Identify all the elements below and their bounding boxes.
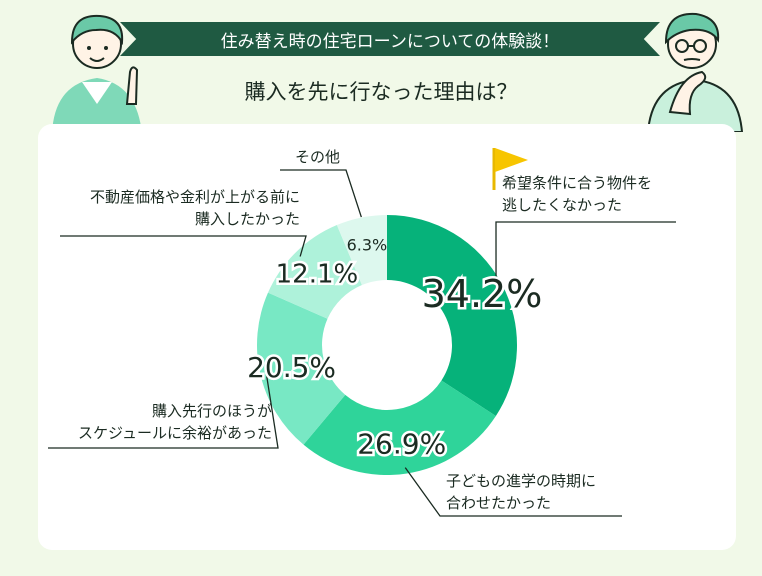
category-label-5: その他 — [294, 148, 340, 166]
question-heading: 購入を先に行なった理由は？ — [244, 80, 518, 104]
category-label-2: 子どもの進学の時期に 合わせたかった — [446, 472, 597, 512]
leader-line-4 — [60, 235, 307, 257]
person-left-illustration — [52, 14, 142, 134]
person-right-illustration — [646, 12, 744, 132]
slice-1 — [387, 215, 517, 417]
slice-2 — [303, 380, 496, 475]
leader-line-2 — [404, 467, 622, 517]
title-banner: 住み替え時の住宅ローンについての体験談！ — [120, 22, 660, 56]
flag-icon — [492, 148, 528, 190]
leader-line-5 — [280, 169, 362, 218]
slice-3 — [256, 292, 346, 445]
slice-4 — [268, 225, 362, 319]
category-label-4: 不動産価格や金利が上がる前に 購入したかった — [89, 188, 300, 228]
value-label-5: 6.3% — [347, 236, 388, 255]
leader-line-1 — [495, 221, 676, 286]
banner-title: 住み替え時の住宅ローンについての体験談！ — [220, 31, 560, 52]
category-label-1: 希望条件に合う物件を 逃したくなかった — [502, 174, 653, 214]
value-label-1: 34.2% — [422, 272, 543, 316]
slice-5 — [336, 215, 387, 286]
value-label-3: 20.5% — [247, 351, 336, 384]
category-label-3: 購入先行のほうが スケジュールに余裕があった — [78, 402, 272, 442]
value-label-4: 12.1% — [276, 260, 359, 290]
chart-card — [38, 124, 736, 550]
leader-line-3 — [48, 373, 279, 449]
value-label-2: 26.9% — [357, 428, 446, 461]
